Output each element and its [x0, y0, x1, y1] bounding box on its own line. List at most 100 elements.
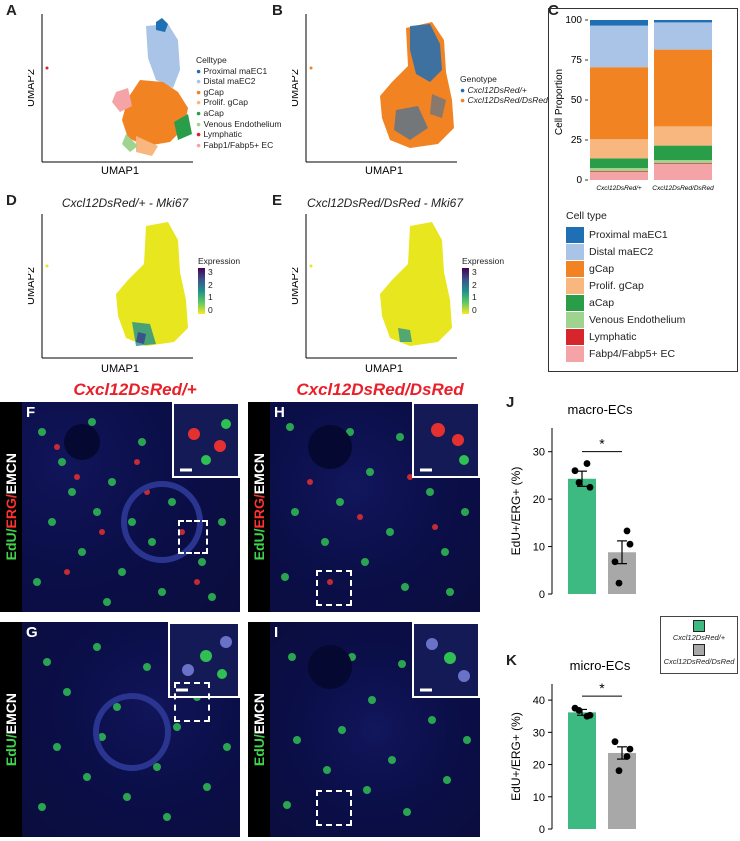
- umap-e-mki67: UMAP2 UMAP1: [292, 214, 457, 375]
- legend-c-label: aCap: [589, 296, 615, 309]
- stacked-bar-chart: Cell Proportion 0 25 50 75 100 Cxcl12DsRed/+ Cx…: [554, 15, 714, 192]
- umap-a-celltype: UMAP2 UMAP1: [28, 14, 193, 175]
- macro-ecs-datapoint: [583, 460, 591, 467]
- umap-e-ylabel: UMAP2: [292, 267, 301, 305]
- inset-f: [172, 402, 240, 478]
- legend-a-item: ● Fabp1/Fabp5+ EC: [196, 139, 274, 150]
- micro-letter-h: H: [274, 404, 285, 421]
- stain-label-f: EdU/ERG/EMCN: [0, 402, 22, 612]
- panel-c-border: [548, 8, 738, 372]
- legend-c-label: gCap: [589, 262, 615, 275]
- legend-c-label: Fabp4/Fabp5+ EC: [589, 347, 676, 360]
- stack-segment-distal-maec2: [654, 22, 712, 50]
- umap-b-genotype: UMAP2 UMAP1: [292, 14, 457, 175]
- stack-ytick-label: 100: [565, 15, 582, 26]
- micro-letter-f: F: [26, 404, 36, 421]
- legend-b-title: Genotype: [460, 74, 497, 84]
- micro-ecs-datapoint: [586, 711, 594, 719]
- stack-ytick-label: 0: [576, 175, 582, 186]
- legend-c-item: Lymphatic: [566, 328, 685, 345]
- legend-c-swatch: [566, 328, 584, 345]
- legend-b: Genotype ● Cxcl12DsRed/+ ● Cxcl12DsRed/D…: [460, 74, 548, 106]
- micro-ecs-title: micro-ECs: [570, 658, 631, 673]
- inset-g: [168, 622, 240, 698]
- micro-ecs-datapoint: [575, 707, 583, 714]
- legend-c-swatch: [566, 226, 584, 243]
- stain-label-g: EdU/EMCN: [0, 622, 22, 837]
- umap-b-xlabel: UMAP1: [365, 165, 403, 175]
- umap-d-mki67: UMAP2 UMAP1: [28, 214, 193, 375]
- legend-c-swatch: [566, 277, 584, 294]
- stack-segment-acap: [590, 158, 648, 168]
- legend-a-title: Celltype: [196, 55, 227, 65]
- macro-ecs-datapoint: [575, 479, 583, 486]
- legend-c-item: gCap: [566, 260, 685, 277]
- stack-segment-distal-maec2: [590, 25, 648, 68]
- umap-d-xlabel: UMAP1: [101, 363, 139, 375]
- cluster-acap: [174, 114, 192, 140]
- stack-segment-lymphatic: [654, 163, 712, 164]
- panel-b-letter: B: [272, 2, 283, 19]
- cluster-venous: [122, 134, 138, 152]
- micro-het-title: Cxcl12DsRed/+: [73, 380, 197, 399]
- legend-b-item: ● Cxcl12DsRed/DsRed: [460, 95, 548, 106]
- legend-jk-swatch-hom: [693, 644, 705, 656]
- panel-j-letter: J: [506, 394, 515, 411]
- legend-jk-swatch-het: [693, 620, 705, 632]
- macro-ecs-ylabel: EdU+/ERG+ (%): [509, 467, 523, 556]
- stack-segment-proximal-maec1: [590, 20, 648, 26]
- stack-segment-prolif-gcap: [590, 139, 648, 159]
- stack-segment-proximal-maec1: [654, 20, 712, 23]
- bar-chart-micro-ecs: micro-ECs EdU+/ERG+ (%) 0 10 20 30 40 *: [509, 658, 636, 836]
- macro-ecs-ytick-label: 10: [533, 542, 545, 554]
- micro-ecs-datapoint: [611, 738, 619, 746]
- stack-segment-lymphatic: [590, 171, 648, 172]
- stack-segment-fabp4-fabp5-ec: [590, 172, 648, 180]
- roi-box-g: [174, 682, 210, 722]
- legend-a-item: ● Proximal maEC1: [196, 65, 268, 76]
- stack-segment-gcap: [654, 49, 712, 127]
- panel-e-title: Cxcl12DsRed/DsRed - Mki67: [306, 196, 464, 210]
- cluster-fabp: [112, 88, 132, 112]
- macro-ecs-datapoint: [615, 579, 623, 587]
- legend-a: Celltype ● Proximal maEC1 ● Distal maEC2…: [196, 55, 282, 150]
- stack-segment-venous-endothelium: [590, 168, 648, 172]
- stack-ylabel: Cell Proportion: [554, 69, 565, 135]
- cluster-prolif: [136, 136, 158, 156]
- umap-d-ylabel: UMAP2: [28, 267, 37, 305]
- legend-c-label: Proximal maEC1: [589, 228, 668, 241]
- legend-c-item: Venous Endothelium: [566, 311, 685, 328]
- stack-xtick-label: Cxcl12DsRed/DsRed: [652, 185, 714, 192]
- umap-a-xlabel: UMAP1: [101, 165, 139, 175]
- micro-ecs-bar: [568, 712, 596, 829]
- legend-c-swatch: [566, 260, 584, 277]
- stack-ytick-label: 75: [571, 55, 583, 66]
- roi-box-h: [316, 570, 352, 606]
- legend-c-item: Distal maEC2: [566, 243, 685, 260]
- micro-ecs-ytick-label: 30: [533, 727, 545, 739]
- stack-ytick-label: 50: [571, 95, 583, 106]
- inset-h: [412, 402, 480, 478]
- colorbar-d-gradient: [198, 268, 205, 314]
- macro-ecs-datapoint: [586, 483, 594, 491]
- stain-label-i: EdU/EMCN: [248, 622, 270, 837]
- stack-segment-venous-endothelium: [654, 160, 712, 164]
- legend-c-label: Distal maEC2: [589, 245, 654, 258]
- micro-ecs-ytick-label: 0: [539, 824, 545, 836]
- micro-ecs-sig-star: *: [599, 680, 605, 696]
- stain-label-h: EdU/ERG/EMCN: [248, 402, 270, 612]
- micro-ecs-ylabel: EdU+/ERG+ (%): [509, 712, 523, 801]
- macro-ecs-ytick-label: 0: [539, 589, 545, 601]
- stack-ytick-label: 25: [571, 135, 583, 146]
- macro-ecs-ytick-label: 20: [533, 494, 545, 506]
- legend-a-item: ● aCap: [196, 107, 224, 118]
- panel-e-letter: E: [272, 192, 283, 209]
- legend-a-item: ● Venous Endothelium: [196, 118, 282, 129]
- legend-c-item: aCap: [566, 294, 685, 311]
- micrograph-i: I: [270, 622, 480, 837]
- legend-c-item: Prolif. gCap: [566, 277, 685, 294]
- macro-ecs-title: macro-ECs: [567, 402, 633, 417]
- outlier-dot: [45, 66, 49, 70]
- legend-a-item: ● Lymphatic: [196, 129, 242, 140]
- panel-k-letter: K: [506, 652, 517, 669]
